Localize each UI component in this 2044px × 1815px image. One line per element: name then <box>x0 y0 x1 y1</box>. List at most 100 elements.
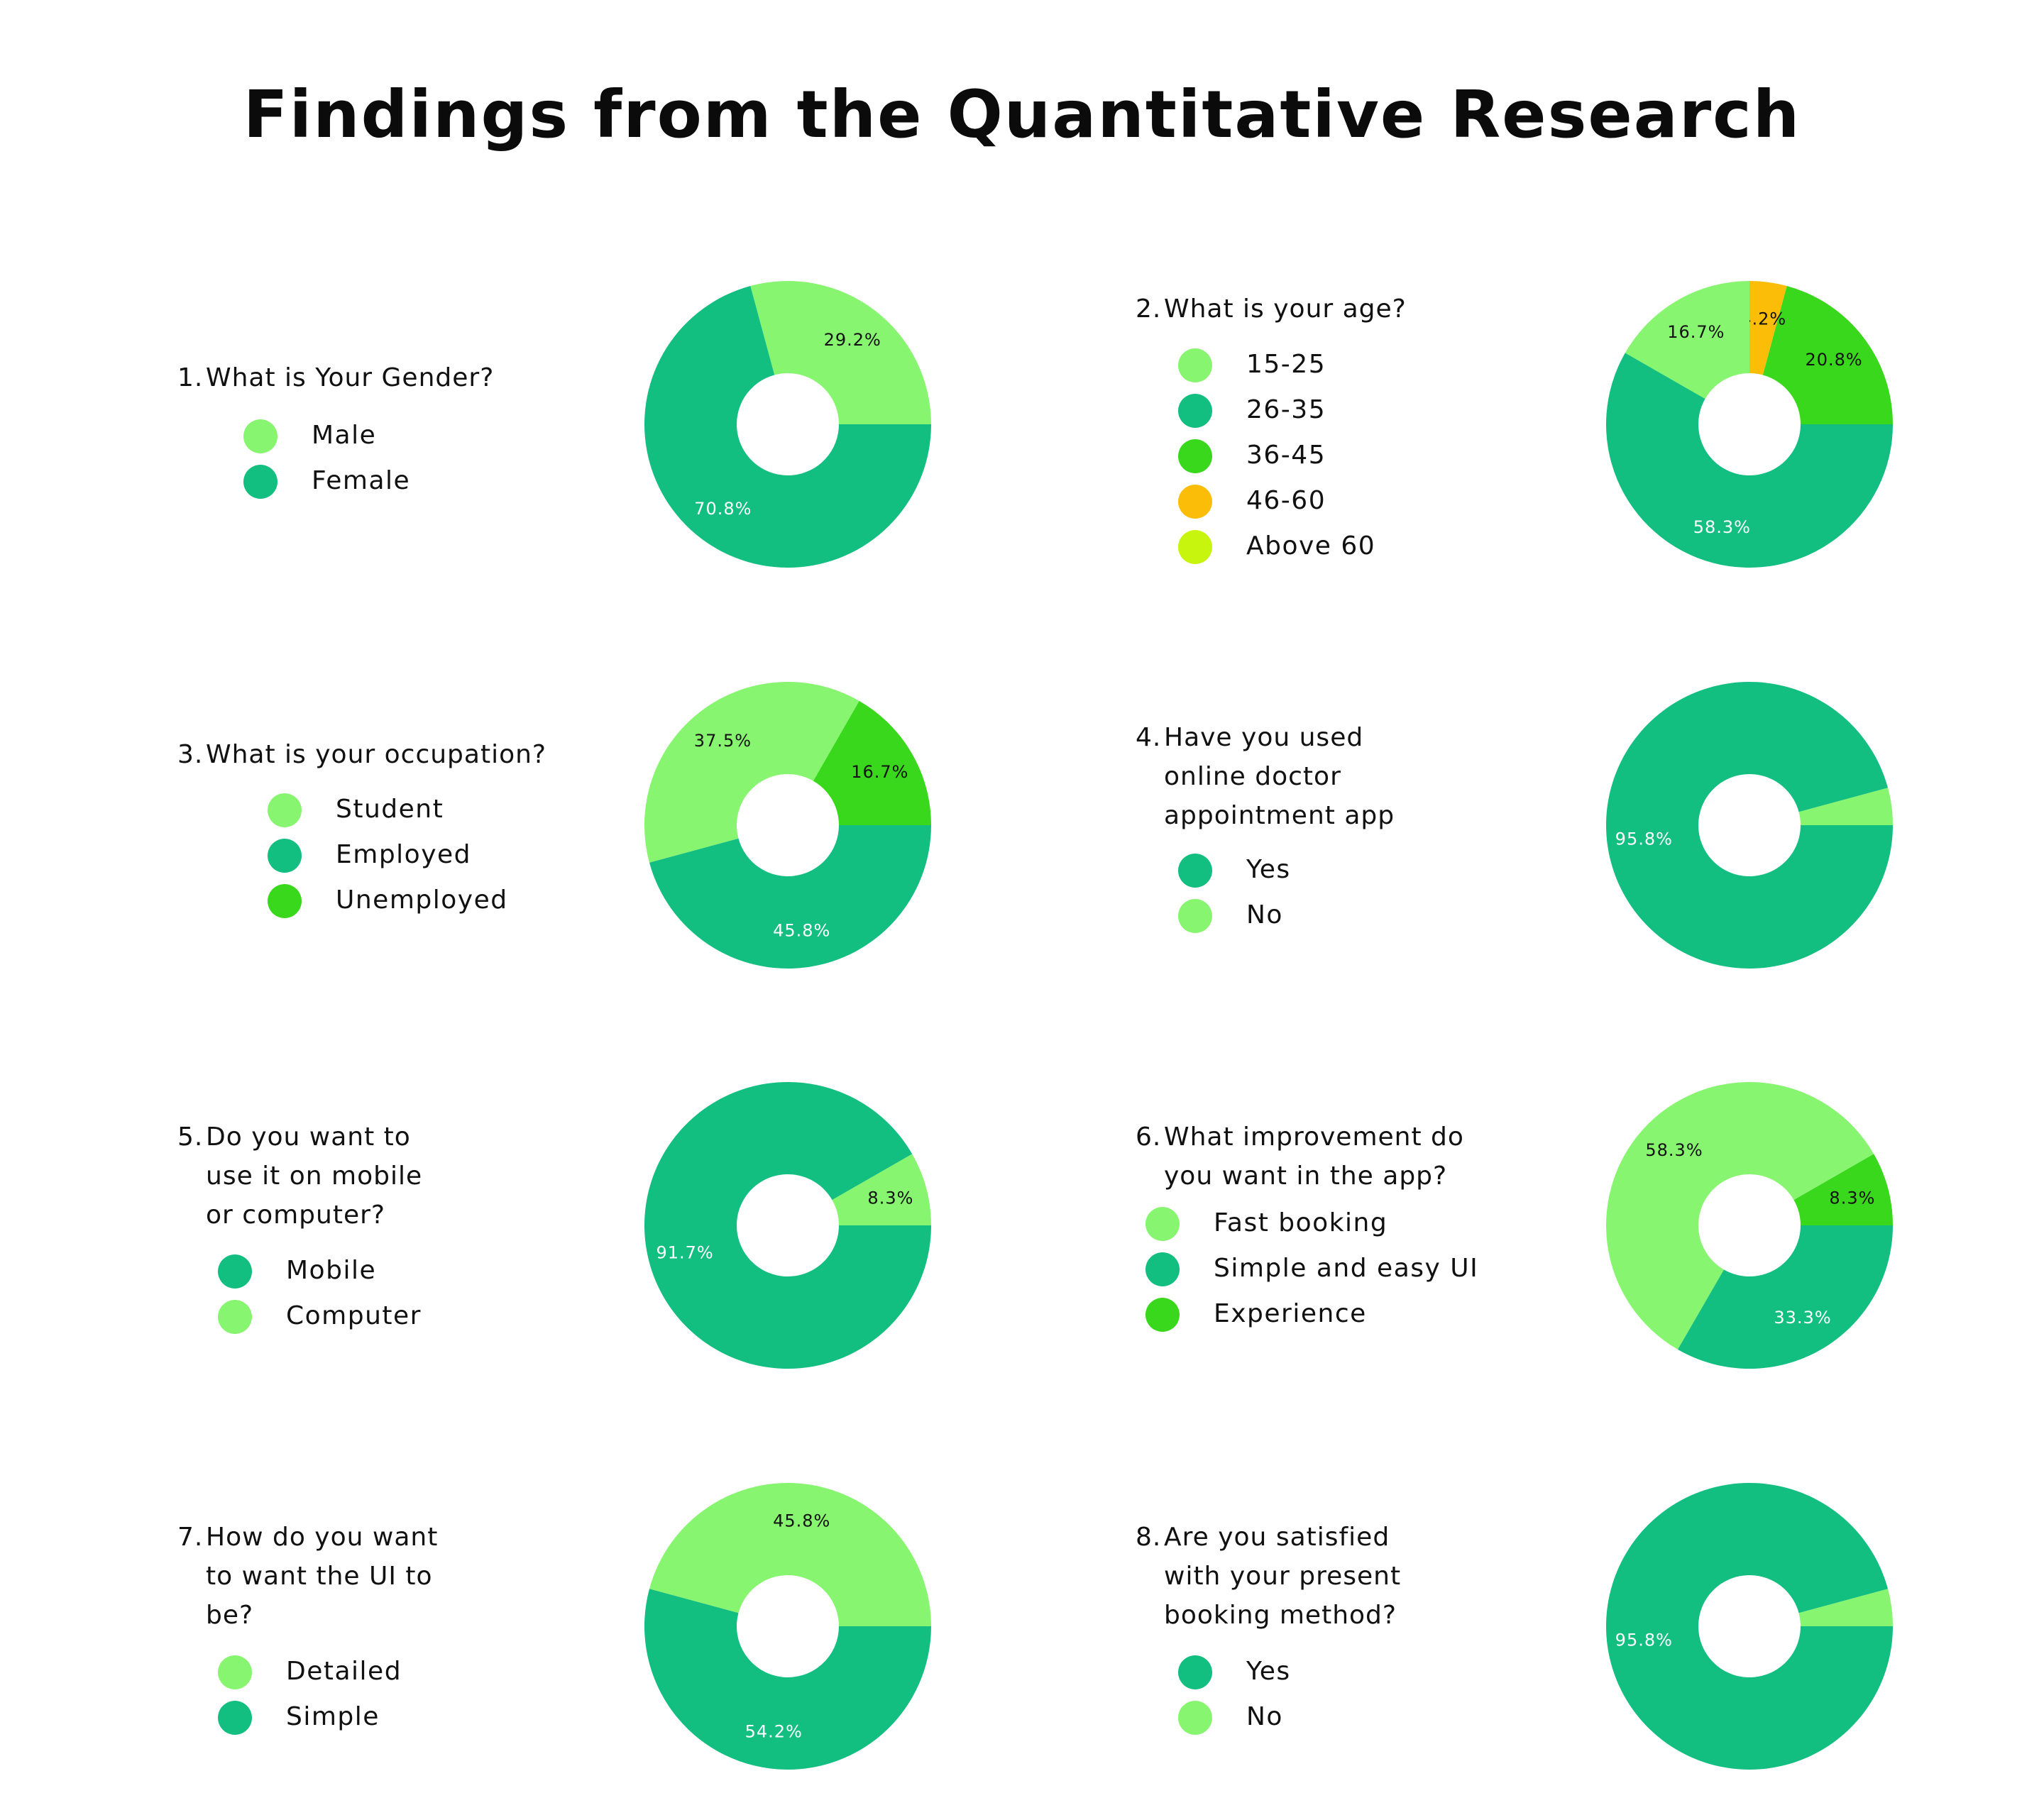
legend-swatch-icon <box>268 884 302 918</box>
legend-label: Simple <box>286 1702 380 1731</box>
donut-chart-4: 95.8% <box>1606 682 1893 969</box>
legend-swatch-icon <box>1178 530 1212 564</box>
legend-label: Mobile <box>286 1256 377 1285</box>
slice-label-mobile: 91.7% <box>656 1243 713 1263</box>
donut-chart-2: 20.8%4.2%16.7%58.3% <box>1606 281 1893 568</box>
donut-chart-5: 8.3% 91.7% <box>644 1082 931 1369</box>
donut-chart-8: 95.8% <box>1606 1483 1893 1770</box>
legend-label: Female <box>312 466 411 495</box>
legend-label: 46-60 <box>1246 486 1326 515</box>
donut-slice-experience <box>1793 1154 1893 1225</box>
legend-swatch-icon <box>1178 1701 1212 1735</box>
question-8: 8. Are you satisfied with your present book… <box>1136 1518 1401 1635</box>
legend-swatch-icon <box>1178 854 1212 888</box>
slice-label-unemployed: 16.7% <box>851 762 908 782</box>
question-text-line: Do you want to <box>206 1122 411 1152</box>
question-text-line: or computer? <box>206 1201 385 1230</box>
legend-label: No <box>1246 900 1283 929</box>
slice-label-student: 37.5% <box>694 731 752 751</box>
legend-swatch-icon <box>1178 394 1212 428</box>
legend-label: Simple and easy UI <box>1214 1254 1479 1283</box>
question-text-line: with your present <box>1164 1562 1402 1591</box>
legend-swatch-icon <box>1178 1655 1212 1689</box>
legend-label: Employed <box>336 840 471 869</box>
question-text-line: What improvement do <box>1164 1122 1464 1152</box>
question-text-line: How do you want <box>206 1523 439 1552</box>
question-text-line: What is Your Gender? <box>206 363 495 392</box>
donut-slice-simple <box>644 1589 931 1770</box>
legend-label: Detailed <box>286 1657 402 1686</box>
donut-slice-46-60 <box>1749 281 1787 375</box>
legend-label: Unemployed <box>336 886 508 915</box>
legend-label: Yes <box>1246 855 1291 884</box>
legend-swatch-icon <box>218 1655 252 1689</box>
question-5: 5. Do you want to use it on mobile or compu… <box>177 1118 422 1235</box>
donut-slice-unemployed <box>813 700 931 825</box>
donut-slice-yes <box>1606 682 1893 969</box>
slice-label-simple-and-easy-ui: 33.3% <box>1774 1308 1831 1328</box>
legend-swatch-icon <box>1178 439 1212 473</box>
donut-chart-3: 16.7% 37.5% 45.8% <box>644 682 931 969</box>
slice-label-yes: 95.8% <box>1615 829 1673 849</box>
donut-slice-no <box>1798 788 1893 825</box>
question-text-line: Are you satisfied <box>1164 1523 1390 1552</box>
donut-chart-6: 8.3% 58.3% 33.3% <box>1606 1082 1893 1369</box>
donut-slice-no <box>1798 1589 1893 1626</box>
legend-swatch-icon <box>243 419 278 453</box>
legend-swatch-icon <box>218 1701 252 1735</box>
question-number: 8. <box>1136 1523 1162 1552</box>
donut-chart-1: 29.2% 70.8% <box>644 281 931 568</box>
question-number: 2. <box>1136 294 1162 324</box>
legend-label: Student <box>336 795 444 824</box>
legend-swatch-icon <box>218 1300 252 1334</box>
question-3: 3. What is your occupation? <box>177 735 546 774</box>
legend-label: No <box>1246 1702 1283 1731</box>
donut-slice-detailed <box>649 1483 931 1626</box>
legend-label: Above 60 <box>1246 531 1376 561</box>
legend-label: 15-25 <box>1246 350 1326 379</box>
legend-swatch-icon <box>1145 1207 1180 1241</box>
slice-label-26-35: 58.3% <box>1693 517 1751 537</box>
legend-label: 26-35 <box>1246 395 1326 424</box>
question-text-line: What is your age? <box>1164 294 1407 324</box>
question-text-line: Have you used <box>1164 723 1364 752</box>
question-2: 2. What is your age? <box>1136 289 1407 329</box>
slice-label-experience: 8.3% <box>1829 1188 1875 1208</box>
donut-slice-male <box>750 281 931 424</box>
legend-swatch-icon <box>1178 899 1212 933</box>
legend-swatch-icon <box>243 465 278 499</box>
question-number: 7. <box>177 1523 204 1552</box>
legend-label: Male <box>312 421 377 450</box>
page-title: Findings from the Quantitative Research <box>243 77 1801 153</box>
question-text-line: use it on mobile <box>206 1162 423 1191</box>
slice-label-simple: 54.2% <box>745 1722 803 1742</box>
donut-slice-employed <box>649 825 931 969</box>
legend-swatch-icon <box>1178 348 1212 382</box>
question-text-line: What is your occupation? <box>206 740 547 769</box>
legend-label: Experience <box>1214 1299 1367 1328</box>
slice-label-yes: 95.8% <box>1615 1631 1673 1650</box>
legend-swatch-icon <box>1145 1252 1180 1286</box>
question-number: 5. <box>177 1122 204 1152</box>
donut-slice-student <box>644 682 859 863</box>
donut-slice-fast-booking <box>1606 1082 1874 1350</box>
donut-slice-26-35 <box>1606 353 1893 568</box>
donut-slice-female <box>644 285 931 568</box>
slice-label-15-25: 16.7% <box>1667 322 1725 342</box>
question-text-line: appointment app <box>1164 801 1395 830</box>
slice-label-male: 29.2% <box>824 330 881 350</box>
legend-label: 36-45 <box>1246 441 1326 470</box>
donut-slice-computer <box>832 1154 931 1225</box>
slice-label-fast-booking: 58.3% <box>1645 1140 1703 1160</box>
legend-swatch-icon <box>218 1254 252 1289</box>
slice-label-36-45: 20.8% <box>1805 350 1862 370</box>
question-6: 6. What improvement do you want in the app… <box>1136 1118 1464 1196</box>
slice-label-computer: 8.3% <box>867 1188 913 1208</box>
question-text-line: booking method? <box>1164 1601 1397 1630</box>
slice-label-detailed: 45.8% <box>773 1511 830 1530</box>
question-number: 6. <box>1136 1122 1162 1152</box>
donut-chart-7: 45.8% 54.2% <box>644 1483 931 1770</box>
donut-slice-simple-and-easy-ui <box>1678 1225 1893 1369</box>
question-4: 4. Have you used online doctor appointment … <box>1136 718 1395 835</box>
question-text-line: online doctor <box>1164 762 1341 791</box>
